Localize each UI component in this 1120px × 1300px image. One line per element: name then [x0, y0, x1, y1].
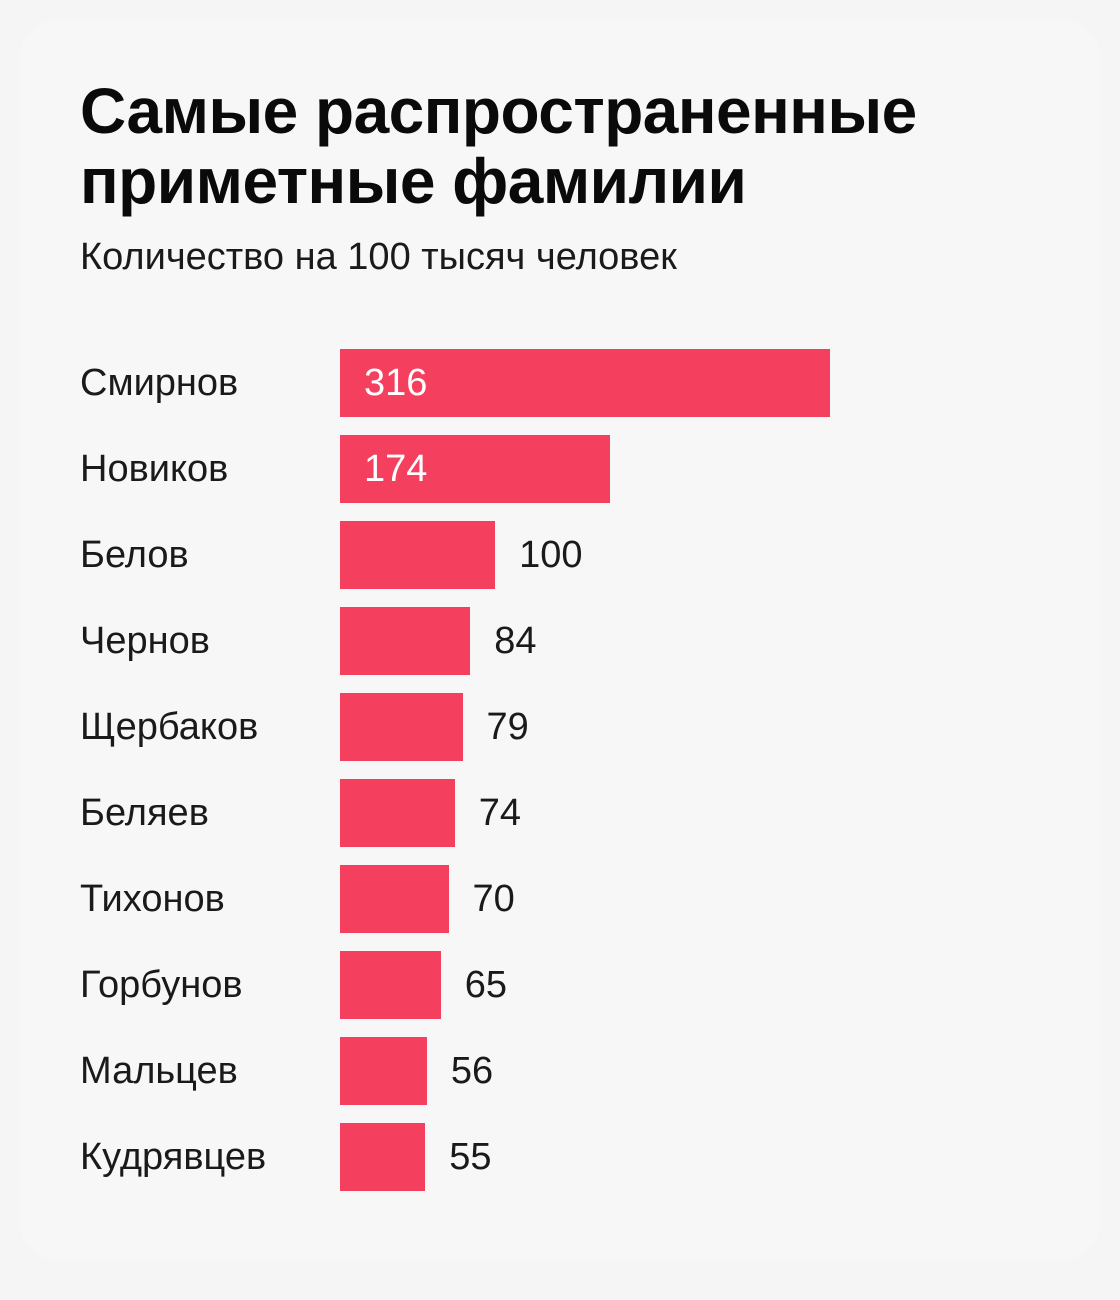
bar-track: 56: [340, 1028, 1040, 1114]
bar-label: Беляев: [80, 792, 340, 835]
bar-value: 79: [487, 706, 529, 749]
bar-track: 70: [340, 856, 1040, 942]
bar-label: Смирнов: [80, 362, 340, 405]
bar-fill: [340, 607, 470, 675]
bar-label: Тихонов: [80, 878, 340, 921]
bar-track: 84: [340, 598, 1040, 684]
bar-row: Смирнов 316: [80, 340, 1040, 426]
bar-track: 174: [340, 426, 1040, 512]
bar-fill: [340, 521, 495, 589]
bar-label: Чернов: [80, 620, 340, 663]
bar-label: Новиков: [80, 448, 340, 491]
bar-row: Новиков 174: [80, 426, 1040, 512]
bar-track: 100: [340, 512, 1040, 598]
bar-label: Кудрявцев: [80, 1136, 340, 1179]
bar-value: 316: [364, 362, 427, 405]
bar-value: 70: [473, 878, 515, 921]
bar-track: 65: [340, 942, 1040, 1028]
bar-label: Белов: [80, 534, 340, 577]
bar-label: Щербаков: [80, 706, 340, 749]
bar-fill: [340, 1123, 425, 1191]
bar-value: 74: [479, 792, 521, 835]
bar-track: 79: [340, 684, 1040, 770]
bar-row: Кудрявцев 55: [80, 1114, 1040, 1200]
bar-row: Белов 100: [80, 512, 1040, 598]
bar-value: 100: [519, 534, 582, 577]
bar-track: 316: [340, 340, 1040, 426]
bar-fill: [340, 1037, 427, 1105]
bar-fill: [340, 865, 449, 933]
bar-label: Мальцев: [80, 1050, 340, 1093]
bar-value: 84: [494, 620, 536, 663]
bar-track: 55: [340, 1114, 1040, 1200]
bar-fill: [340, 779, 455, 847]
chart-card: Самые распространенные приметные фамилии…: [20, 20, 1100, 1260]
bar-value: 56: [451, 1050, 493, 1093]
chart-title: Самые распространенные приметные фамилии: [80, 76, 1040, 217]
bar-row: Мальцев 56: [80, 1028, 1040, 1114]
bar-fill: [340, 693, 463, 761]
chart-subtitle: Количество на 100 тысяч человек: [80, 235, 1040, 281]
bar-track: 74: [340, 770, 1040, 856]
bar-row: Тихонов 70: [80, 856, 1040, 942]
bar-fill: [340, 951, 441, 1019]
bar-value: 55: [449, 1136, 491, 1179]
bar-row: Щербаков 79: [80, 684, 1040, 770]
bar-row: Горбунов 65: [80, 942, 1040, 1028]
bar-row: Беляев 74: [80, 770, 1040, 856]
bar-value: 65: [465, 964, 507, 1007]
bar-value: 174: [364, 448, 427, 491]
bar-label: Горбунов: [80, 964, 340, 1007]
bar-row: Чернов 84: [80, 598, 1040, 684]
bar-chart: Смирнов 316 Новиков 174 Белов 100 Чернов 84 Щерб…: [80, 340, 1040, 1200]
